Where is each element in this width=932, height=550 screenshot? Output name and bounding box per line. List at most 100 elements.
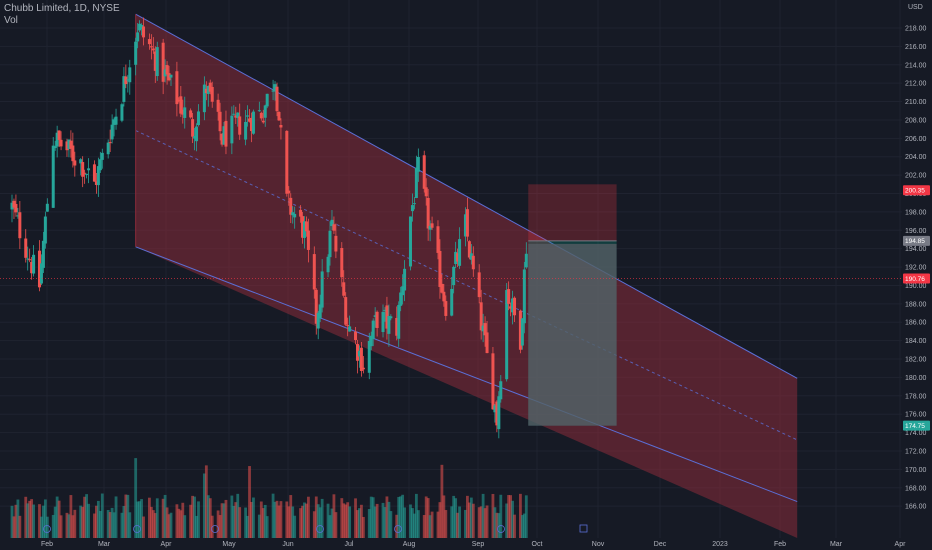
volume-bar xyxy=(440,464,444,538)
candle-body xyxy=(10,202,14,210)
volume-label[interactable]: Vol xyxy=(4,15,18,26)
volume-bar xyxy=(202,473,206,538)
candle-body xyxy=(499,381,503,400)
volume-bar xyxy=(218,515,222,538)
candle-body xyxy=(73,160,77,166)
price-tick-5: 208.00 xyxy=(905,117,927,124)
candle-body xyxy=(69,140,73,149)
volume-bar xyxy=(257,514,261,538)
volume-bar xyxy=(81,506,85,538)
price-tick-18: 182.00 xyxy=(905,357,927,364)
volume-bar xyxy=(26,503,30,538)
volume-bar xyxy=(43,499,47,538)
volume-bar xyxy=(442,495,446,538)
volume-bar xyxy=(136,501,140,538)
candle-body xyxy=(181,109,185,115)
price-tick-25: 168.00 xyxy=(905,485,927,492)
candle-body xyxy=(263,105,267,118)
volume-bar xyxy=(51,514,55,538)
volume-bar xyxy=(318,507,322,538)
candle-body xyxy=(53,146,57,149)
candle-body xyxy=(304,221,308,232)
candle-body xyxy=(246,115,250,117)
price-tick-13: 192.00 xyxy=(905,265,927,272)
volume-bar xyxy=(65,512,69,538)
candle-body xyxy=(458,239,462,266)
candle-body xyxy=(193,136,197,139)
volume-bar xyxy=(414,493,418,538)
volume-bar xyxy=(332,494,336,538)
volume-bar xyxy=(497,513,501,538)
time-tick-9: Nov xyxy=(592,541,605,548)
volume-bar xyxy=(524,495,528,538)
channel-mid-line xyxy=(135,130,798,441)
volume-bar xyxy=(206,495,210,538)
volume-bar xyxy=(83,496,87,538)
price-tag-last xyxy=(903,273,930,284)
price-tag-last-text: 190.76 xyxy=(905,276,925,283)
candle-body xyxy=(513,297,517,316)
volume-bar xyxy=(59,515,63,538)
candle-body xyxy=(108,142,112,144)
candle-body xyxy=(138,23,142,31)
candle-body xyxy=(16,215,20,217)
price-tick-23: 172.00 xyxy=(905,448,927,455)
candle-body xyxy=(161,42,165,82)
candle-body xyxy=(202,84,206,113)
event-marker-future xyxy=(579,524,588,533)
candle-body xyxy=(465,209,469,237)
candle-body xyxy=(87,168,91,171)
candle-body xyxy=(471,255,475,270)
volume-bar xyxy=(12,516,16,538)
volume-bar xyxy=(114,496,118,538)
candle-body xyxy=(163,69,167,77)
candle-body xyxy=(208,82,212,92)
volume-bar xyxy=(320,498,324,538)
volume-bar xyxy=(140,499,143,538)
candle-body xyxy=(354,331,358,341)
candle-body xyxy=(454,251,458,264)
volume-bar xyxy=(149,506,153,538)
candle-body xyxy=(330,219,334,227)
candle-body xyxy=(387,316,391,334)
time-tick-3: May xyxy=(222,541,236,548)
price-tick-21: 176.00 xyxy=(905,412,927,419)
volume-bar xyxy=(507,495,511,538)
candle-body xyxy=(81,162,85,177)
volume-bar xyxy=(519,493,522,538)
regression-channel xyxy=(135,13,798,538)
candle-body xyxy=(399,292,403,306)
time-tick-1: Mar xyxy=(98,541,111,548)
candle-body xyxy=(301,216,305,238)
volume-bar xyxy=(175,504,179,538)
price-tick-22: 174.00 xyxy=(905,430,927,437)
candle-body xyxy=(96,166,100,186)
risk-zone xyxy=(528,184,617,241)
candle-body xyxy=(14,203,18,213)
volume-bar xyxy=(385,496,389,538)
volume-bar xyxy=(456,512,460,538)
volume-bar xyxy=(479,506,483,538)
candle-body xyxy=(151,48,155,51)
volume-bar xyxy=(177,508,181,538)
volume-bar xyxy=(53,506,57,538)
candle-body xyxy=(389,316,393,319)
candle-body xyxy=(302,221,306,238)
volume-bar xyxy=(334,512,338,538)
volume-bar xyxy=(301,505,304,538)
candle-body xyxy=(277,111,281,121)
volume-bar xyxy=(428,515,432,538)
candle-body xyxy=(271,90,275,92)
volume-bar xyxy=(346,502,350,538)
volume-bar xyxy=(373,506,377,538)
candle-body xyxy=(169,74,173,78)
symbol-title[interactable]: Chubb Limited, 1D, NYSE xyxy=(4,3,120,14)
candle-body xyxy=(41,240,45,268)
candle-body xyxy=(79,159,83,164)
candle-body xyxy=(422,155,426,189)
volume-bar xyxy=(42,505,45,538)
candle-body xyxy=(165,65,169,75)
channel-fill xyxy=(135,14,798,538)
